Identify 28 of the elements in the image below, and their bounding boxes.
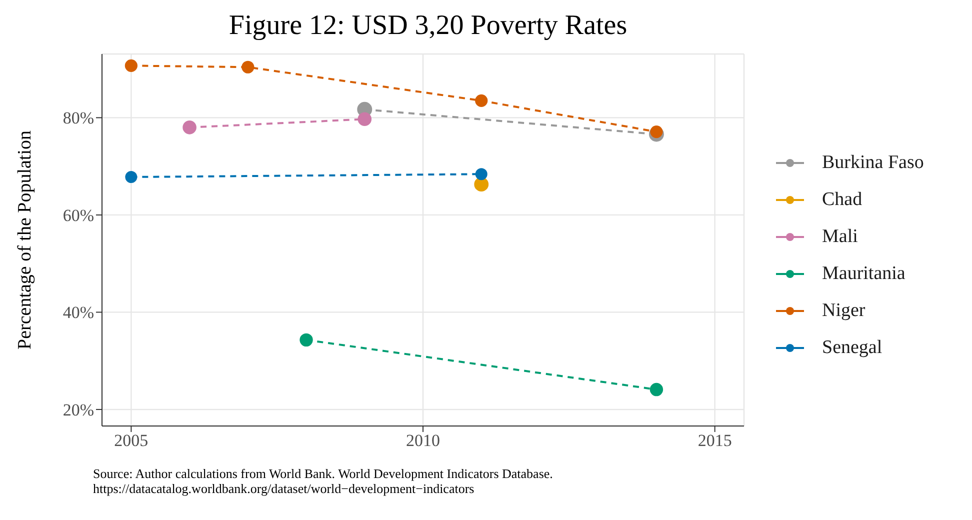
legend-label: Mauritania xyxy=(822,262,906,284)
x-tick-label: 2015 xyxy=(698,431,732,450)
y-tick-label: 60% xyxy=(62,206,94,225)
point xyxy=(475,168,488,180)
legend-label: Chad xyxy=(822,188,862,210)
y-tick-label: 20% xyxy=(62,400,94,420)
chart-title: Figure 12: USD 3,20 Poverty Rates xyxy=(228,9,628,43)
point xyxy=(358,112,372,126)
legend-label: Mali xyxy=(822,226,858,248)
point xyxy=(124,59,138,72)
point xyxy=(242,60,254,74)
y-axis-title: Percentage of the Population xyxy=(14,130,36,350)
legend-label: Senegal xyxy=(822,336,882,358)
point xyxy=(300,333,313,347)
point xyxy=(125,171,138,184)
source-note: Source: Author calculations from World Bank. World Development Indicators Database. xyxy=(93,466,554,481)
x-tick-label: 2010 xyxy=(406,431,440,450)
text: https://datacatalog.worldbank.org/dataset/world−development−indicators xyxy=(93,481,476,496)
y-tick-label: 40% xyxy=(62,303,94,322)
legend-label: Niger xyxy=(822,300,866,322)
point xyxy=(182,120,196,134)
point xyxy=(650,382,664,396)
legend-label: Burkina Faso xyxy=(822,152,924,174)
point xyxy=(474,177,489,192)
point xyxy=(475,94,488,107)
y-tick-label: 80% xyxy=(62,108,94,128)
x-tick-label: 2005 xyxy=(114,431,148,450)
point xyxy=(650,126,663,138)
